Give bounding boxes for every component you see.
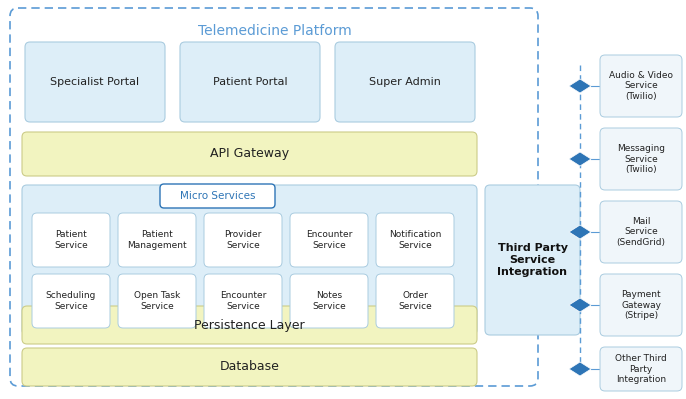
Polygon shape <box>569 152 591 166</box>
FancyBboxPatch shape <box>118 274 196 328</box>
Polygon shape <box>569 362 591 376</box>
FancyBboxPatch shape <box>160 184 275 208</box>
Text: Super Admin: Super Admin <box>369 77 441 87</box>
FancyBboxPatch shape <box>600 274 682 336</box>
Text: Payment
Gateway
(Stripe): Payment Gateway (Stripe) <box>621 290 661 320</box>
FancyBboxPatch shape <box>22 348 477 386</box>
FancyBboxPatch shape <box>290 274 368 328</box>
Text: API Gateway: API Gateway <box>210 148 289 160</box>
FancyBboxPatch shape <box>290 213 368 267</box>
Text: Open Task
Service: Open Task Service <box>134 291 180 311</box>
Text: Messaging
Service
(Twilio): Messaging Service (Twilio) <box>617 144 665 174</box>
Text: Audio & Video
Service
(Twilio): Audio & Video Service (Twilio) <box>609 71 673 101</box>
FancyBboxPatch shape <box>22 132 477 176</box>
FancyBboxPatch shape <box>376 213 454 267</box>
Text: Scheduling
Service: Scheduling Service <box>46 291 96 311</box>
FancyBboxPatch shape <box>600 128 682 190</box>
Text: Patient Portal: Patient Portal <box>213 77 287 87</box>
Polygon shape <box>569 79 591 93</box>
Text: Order
Service: Order Service <box>398 291 432 311</box>
Text: Encounter
Service: Encounter Service <box>220 291 266 311</box>
Text: Telemedicine Platform: Telemedicine Platform <box>198 24 352 38</box>
Text: Patient
Management: Patient Management <box>127 230 187 250</box>
Text: Notification
Service: Notification Service <box>389 230 441 250</box>
FancyBboxPatch shape <box>22 306 477 344</box>
Text: Provider
Service: Provider Service <box>224 230 261 250</box>
Text: Mail
Service
(SendGrid): Mail Service (SendGrid) <box>617 217 665 247</box>
Text: Specialist Portal: Specialist Portal <box>51 77 139 87</box>
Text: Database: Database <box>220 361 279 373</box>
FancyBboxPatch shape <box>485 185 580 335</box>
Polygon shape <box>569 225 591 239</box>
FancyBboxPatch shape <box>376 274 454 328</box>
FancyBboxPatch shape <box>32 274 110 328</box>
FancyBboxPatch shape <box>32 213 110 267</box>
FancyBboxPatch shape <box>118 213 196 267</box>
FancyBboxPatch shape <box>204 274 282 328</box>
FancyBboxPatch shape <box>10 8 538 386</box>
Text: Notes
Service: Notes Service <box>312 291 346 311</box>
FancyBboxPatch shape <box>600 201 682 263</box>
Text: Micro Services: Micro Services <box>180 191 255 201</box>
FancyBboxPatch shape <box>22 185 477 335</box>
FancyBboxPatch shape <box>335 42 475 122</box>
Text: Other Third
Party
Integration: Other Third Party Integration <box>615 354 667 384</box>
Polygon shape <box>569 298 591 312</box>
FancyBboxPatch shape <box>204 213 282 267</box>
FancyBboxPatch shape <box>25 42 165 122</box>
FancyBboxPatch shape <box>600 55 682 117</box>
Text: Persistence Layer: Persistence Layer <box>194 318 305 332</box>
Text: Encounter
Service: Encounter Service <box>306 230 352 250</box>
FancyBboxPatch shape <box>600 347 682 391</box>
Text: Patient
Service: Patient Service <box>54 230 88 250</box>
FancyBboxPatch shape <box>180 42 320 122</box>
Text: Third Party
Service
Integration: Third Party Service Integration <box>497 243 567 277</box>
